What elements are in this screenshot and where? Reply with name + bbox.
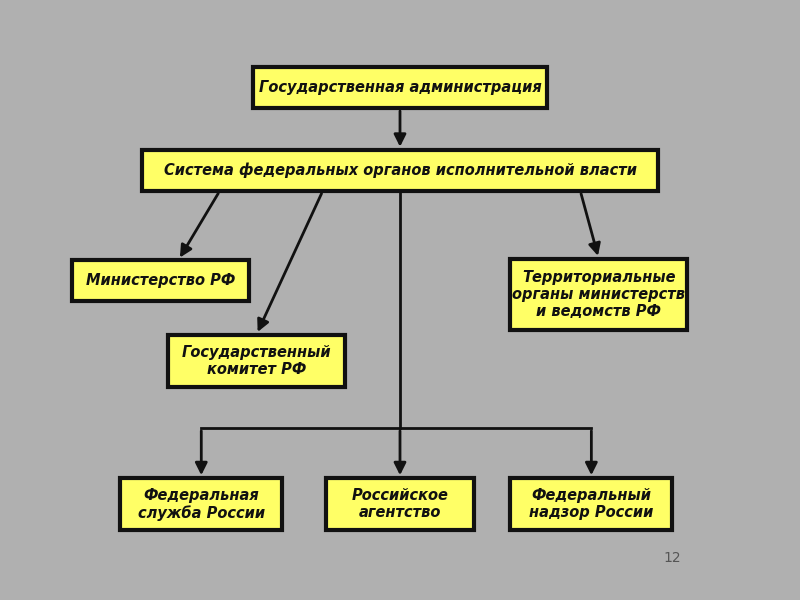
FancyBboxPatch shape [326,478,474,530]
Text: 12: 12 [663,551,681,565]
Text: Федеральный
надзор России: Федеральный надзор России [529,488,654,520]
Text: Министерство РФ: Министерство РФ [86,273,235,288]
FancyBboxPatch shape [510,259,687,331]
Text: Система федеральных органов исполнительной власти: Система федеральных органов исполнительн… [163,163,637,178]
Text: Российское
агентство: Российское агентство [351,488,449,520]
Text: Государственная администрация: Государственная администрация [258,80,542,95]
Text: Государственный
комитет РФ: Государственный комитет РФ [182,344,331,377]
FancyBboxPatch shape [120,478,282,530]
FancyBboxPatch shape [142,149,658,191]
Text: Федеральная
служба России: Федеральная служба России [138,488,265,521]
FancyBboxPatch shape [253,67,547,108]
FancyBboxPatch shape [510,478,672,530]
FancyBboxPatch shape [73,260,249,301]
Text: Территориальные
органы министерств
и ведомств РФ: Территориальные органы министерств и вед… [512,269,686,319]
FancyBboxPatch shape [168,335,345,387]
